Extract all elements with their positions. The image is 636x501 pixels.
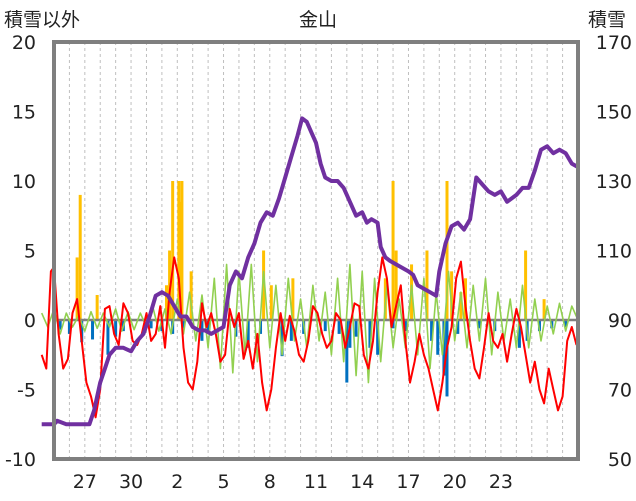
left-tick-label: -5 (17, 380, 36, 402)
snowfall-bar (459, 292, 463, 320)
x-tick-label: 30 (119, 471, 143, 493)
x-tick-label: 8 (264, 471, 276, 493)
temperature-line (40, 256, 578, 419)
x-tick-label: 23 (489, 471, 513, 493)
left-tick-label: 0 (24, 310, 36, 332)
snowfall-bar (165, 285, 169, 320)
x-tick-label: 2 (171, 471, 183, 493)
precipitation-bar (368, 320, 372, 348)
precipitation-bar (430, 320, 434, 341)
left-axis-ticks: -10 -5 0 5 10 15 20 (5, 32, 36, 471)
series-lines (40, 116, 579, 427)
precipitation-bar (114, 320, 118, 337)
precipitation-bar (289, 320, 293, 341)
chart-title: 金山 (299, 9, 337, 31)
x-tick-label: 27 (73, 471, 97, 493)
snowfall-bar (189, 271, 193, 320)
right-axis-ticks: 50 70 90 110 130 150 170 (596, 32, 632, 471)
right-axis-label: 積雪 (588, 9, 626, 31)
right-tick-label: 90 (608, 310, 632, 332)
snowfall-bar (391, 181, 395, 320)
left-tick-label: 20 (12, 32, 36, 54)
snowfall-bar (425, 250, 429, 320)
precipitation-bar (564, 320, 568, 327)
left-tick-label: 5 (24, 241, 36, 263)
snowfall-bar (542, 299, 546, 320)
snowfall-bar (178, 201, 182, 320)
right-tick-label: 170 (596, 32, 632, 54)
x-tick-label: 11 (304, 471, 328, 493)
snowfall-bar (95, 294, 99, 320)
precipitation-bar (348, 320, 352, 348)
x-tick-label: 14 (350, 471, 374, 493)
precipitation-bar (337, 320, 341, 334)
snowfall-bar (394, 250, 398, 320)
left-tick-label: -10 (5, 449, 36, 471)
precipitation-bar (477, 320, 481, 329)
snowfall-bar (171, 181, 175, 320)
precipitation-bar (456, 320, 460, 334)
snow-depth-line (41, 116, 579, 427)
precipitation-bar (67, 320, 71, 334)
x-tick-label: 20 (443, 471, 467, 493)
right-tick-label: 70 (608, 380, 632, 402)
right-tick-label: 150 (596, 102, 632, 124)
x-tick-label: 17 (396, 471, 420, 493)
precipitation-bar (442, 320, 446, 376)
x-axis-ticks: 27 30 2 5 8 11 14 17 20 23 (73, 471, 513, 493)
left-axis-label: 積雪以外 (4, 9, 80, 31)
snowfall-bar (291, 278, 295, 320)
plot-frame (52, 40, 580, 461)
precipitation-bar (58, 320, 62, 330)
precipitation-bar (345, 320, 349, 383)
right-tick-label: 110 (596, 241, 632, 263)
precipitation-bar (354, 320, 358, 337)
snowfall-bar (450, 271, 454, 320)
gridlines (53, 42, 579, 459)
precipitation-bar (517, 320, 521, 348)
snowfall-bar (269, 285, 273, 320)
precipitation-bar (403, 320, 407, 332)
precipitation-bar (106, 320, 110, 355)
left-tick-label: 15 (12, 102, 36, 124)
right-tick-label: 130 (596, 171, 632, 193)
snowfall-bar (524, 250, 528, 320)
precipitation-bar (436, 320, 440, 355)
precipitation-bar (80, 320, 84, 343)
x-tick-label: 5 (217, 471, 229, 493)
precipitation-bar (91, 320, 95, 340)
precipitation-bar (376, 320, 380, 355)
snowfall-bar (180, 181, 184, 320)
precipitation-bar (445, 320, 449, 397)
snowfall-bar (78, 194, 82, 320)
snowfall-bar (75, 257, 79, 320)
snowfall-bar (262, 250, 266, 320)
precipitation-bar (149, 320, 153, 329)
left-tick-label: 10 (12, 171, 36, 193)
right-tick-label: 50 (608, 449, 632, 471)
precipitation-bar (246, 320, 250, 348)
precipitation-bar (280, 320, 284, 357)
snowfall-bar (177, 181, 181, 320)
precipitation-bar (323, 320, 327, 332)
precipitation-bar (181, 320, 185, 329)
snowfall-bar (445, 181, 449, 320)
